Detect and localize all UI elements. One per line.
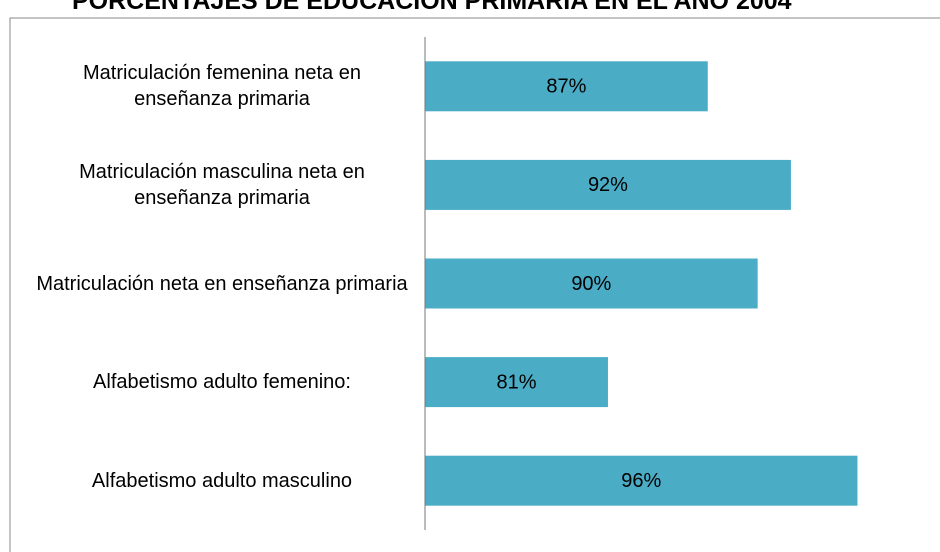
data-label: 92% xyxy=(588,174,628,196)
category-label: Alfabetismo adulto masculino xyxy=(91,469,353,492)
category-label: Matriculación neta en enseñanza primaria xyxy=(36,272,408,295)
category-label: Alfabetismo adulto femenino: xyxy=(93,371,351,394)
bar xyxy=(425,258,758,309)
bar xyxy=(425,455,858,506)
bar xyxy=(425,61,708,112)
bar xyxy=(425,357,608,408)
chart-frame xyxy=(9,17,940,552)
chart-title: PORCENTAJES DE EDUCACIÓN PRIMARIA EN EL … xyxy=(72,0,792,15)
bar xyxy=(425,159,791,210)
data-label: 90% xyxy=(571,273,611,295)
category-label: Matriculación femenina neta en enseñanza… xyxy=(83,62,361,111)
data-label: 96% xyxy=(621,470,661,492)
data-label: 81% xyxy=(496,371,536,393)
data-label: 87% xyxy=(546,76,586,98)
category-label: Matriculación masculina neta en enseñanz… xyxy=(79,160,365,209)
